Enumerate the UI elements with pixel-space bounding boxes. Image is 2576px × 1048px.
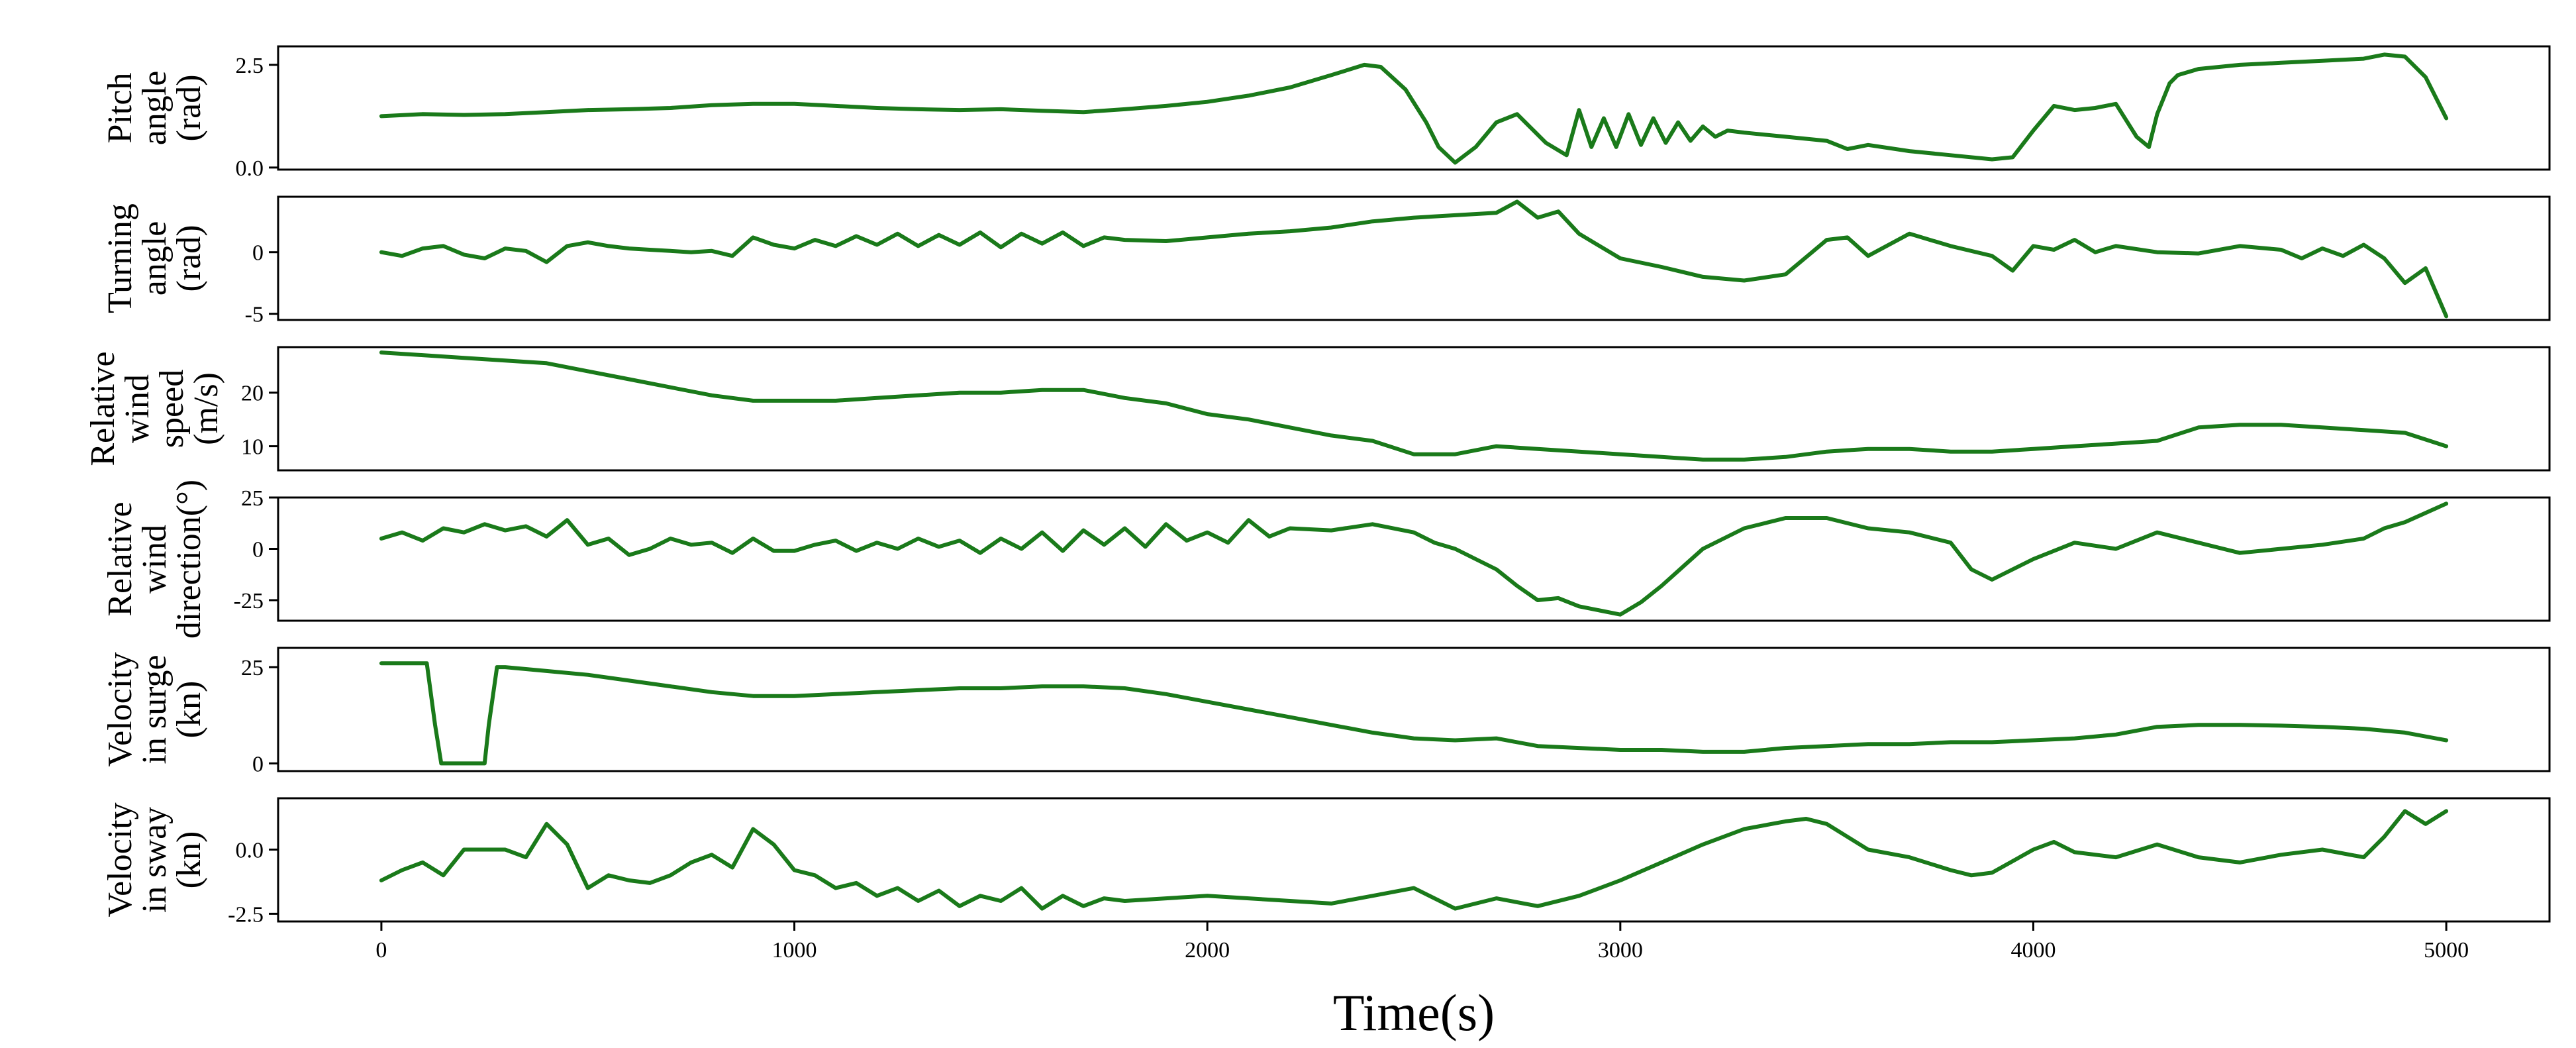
x-tick-label: 2000 bbox=[1185, 938, 1230, 963]
chart-panels: 0.02.5Pitchangle(rad)-50Turningangle(rad… bbox=[84, 45, 2551, 927]
series-line bbox=[379, 350, 2449, 462]
x-tick-label: 1000 bbox=[772, 938, 817, 963]
series-line bbox=[379, 661, 2449, 766]
x-axis: 0 1000 2000 3000 4000 5000 bbox=[375, 921, 2469, 963]
panel-frame bbox=[277, 346, 2551, 472]
series-line bbox=[379, 501, 2449, 617]
y-tick-label: 25 bbox=[241, 656, 264, 680]
y-tick-label: 0 bbox=[252, 538, 264, 562]
y-tick-label: 0 bbox=[252, 241, 264, 266]
y-axis-label-line: Pitch bbox=[101, 73, 139, 144]
y-tick-label: 20 bbox=[241, 382, 264, 406]
y-axis-label-line: in sway bbox=[136, 807, 173, 913]
series-line bbox=[379, 199, 2449, 319]
y-axis-label-line: Turning bbox=[101, 203, 139, 313]
y-axis-label-line: (m/s) bbox=[187, 372, 225, 445]
y-axis-label-line: angle bbox=[136, 221, 173, 296]
y-axis-label-line: Velocity bbox=[101, 802, 139, 917]
series-line bbox=[379, 52, 2449, 165]
x-tick-label: 4000 bbox=[2010, 938, 2056, 963]
y-tick-label: 0 bbox=[252, 752, 264, 776]
y-tick-label: 0.0 bbox=[236, 156, 264, 181]
y-axis-label-line: in surge bbox=[136, 655, 173, 764]
x-tick-label: 3000 bbox=[1598, 938, 1643, 963]
y-axis-label-line: (kn) bbox=[170, 831, 208, 889]
y-tick-label: 0.0 bbox=[236, 839, 264, 863]
y-axis-label-line: wind bbox=[119, 374, 156, 443]
y-axis-label-line: (rad) bbox=[170, 225, 208, 291]
series-line bbox=[379, 809, 2449, 911]
y-axis-label-line: (rad) bbox=[170, 74, 208, 141]
panel-frame bbox=[277, 647, 2551, 772]
y-axis-label-line: Relative bbox=[84, 351, 122, 466]
panel-frame bbox=[277, 45, 2551, 171]
y-tick-label: 25 bbox=[241, 486, 264, 511]
y-axis-label-line: speed bbox=[153, 370, 191, 448]
panel-frame bbox=[277, 797, 2551, 923]
y-tick-label: 2.5 bbox=[236, 54, 264, 78]
y-axis-label-line: Relative bbox=[101, 501, 139, 616]
x-tick-label: 5000 bbox=[2424, 938, 2469, 963]
panel-frame bbox=[277, 195, 2551, 321]
y-axis-label-line: direction(°) bbox=[170, 480, 208, 639]
y-tick-label: -25 bbox=[234, 589, 264, 613]
y-axis-label-line: Velocity bbox=[101, 652, 139, 766]
x-axis-label: Time(s) bbox=[1333, 984, 1495, 1041]
x-tick-label: 0 bbox=[375, 938, 387, 963]
panel-frame bbox=[277, 496, 2551, 622]
y-tick-label: 10 bbox=[241, 435, 264, 460]
y-tick-label: -5 bbox=[245, 303, 264, 327]
y-axis-label-line: wind bbox=[136, 525, 173, 594]
y-tick-label: -2.5 bbox=[228, 902, 264, 927]
y-axis-label-line: angle bbox=[136, 71, 173, 146]
y-axis-label-line: (kn) bbox=[170, 681, 208, 739]
